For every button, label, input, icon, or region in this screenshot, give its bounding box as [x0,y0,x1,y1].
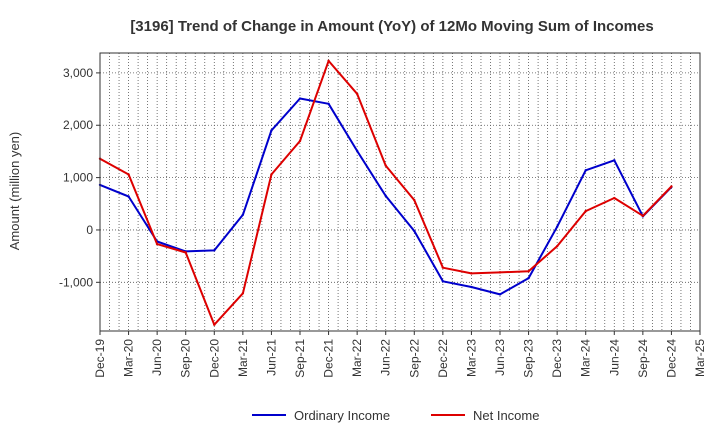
data-point [498,271,502,274]
x-tick-label: Mar-20 [122,339,136,377]
data-point [127,173,130,176]
data-point [584,209,587,213]
y-tick-label: 3,000 [63,66,93,80]
x-tick-label: Dec-20 [207,339,221,378]
data-point [527,270,530,273]
data-point [241,292,245,295]
x-tick-label: Dec-22 [436,339,450,378]
x-tick-label: Jun-24 [607,339,621,376]
data-point [413,229,416,233]
data-point [298,97,302,100]
x-tick-label: Dec-21 [322,339,336,378]
legend-label: Ordinary Income [294,408,390,423]
data-point [527,276,530,280]
x-tick-label: Sep-22 [407,339,421,378]
data-point [298,139,302,143]
y-tick-label: 1,000 [63,171,93,185]
ticks: 3,000 2,000 1,000 0 -1,000 Dec-19 Mar-20 Jun-20… [59,66,707,378]
data-point [555,244,559,248]
data-point [270,173,273,176]
data-point [441,280,445,283]
series-line [99,59,673,326]
data-point [355,92,359,96]
data-point [327,59,330,63]
y-tick-label: 2,000 [63,118,93,132]
x-tick-label: Mar-24 [579,339,593,377]
data-point [584,169,587,172]
x-tick-label: Mar-22 [350,339,364,377]
data-point [384,194,387,198]
data-point [613,196,616,200]
series-layer [98,59,673,326]
x-tick-label: Mar-23 [464,339,478,377]
data-point [498,293,502,296]
plot-frame [99,52,701,332]
data-point [270,129,273,132]
data-point [470,285,473,289]
legend: Ordinary Income Net Income [252,408,539,423]
y-axis-label: Amount (million yen) [7,132,22,251]
x-tick-label: Sep-24 [636,339,650,378]
x-tick-label: Dec-24 [664,339,678,378]
data-point [384,164,387,167]
grid [100,53,700,331]
x-tick-label: Mar-21 [236,339,250,377]
data-point [670,185,673,188]
x-tick-label: Jun-21 [264,339,278,376]
data-point [641,214,645,218]
data-point [127,195,130,198]
data-point [213,323,216,326]
data-point [613,159,616,162]
legend-label: Net Income [473,408,539,423]
data-point [155,242,159,246]
chart-title: [3196] Trend of Change in Amount (YoY) o… [130,18,653,35]
data-point [184,251,187,254]
x-tick-label: Jun-20 [150,339,164,376]
data-point [241,213,245,216]
x-tick-label: Jun-22 [379,339,393,376]
x-tick-label: Sep-23 [522,339,536,378]
x-tick-label: Mar-25 [693,339,707,377]
data-point [441,266,445,269]
data-point [470,272,473,275]
data-point [355,149,359,153]
x-tick-label: Dec-19 [93,339,107,378]
y-tick-label: -1,000 [59,275,93,289]
x-tick-label: Sep-20 [179,339,193,378]
data-point [213,249,216,252]
x-tick-label: Jun-23 [493,339,507,376]
data-point [413,198,416,202]
x-tick-label: Dec-23 [550,339,564,378]
data-point [555,225,559,229]
x-tick-label: Sep-21 [293,339,307,378]
y-tick-label: 0 [86,223,93,237]
data-point [327,102,330,105]
